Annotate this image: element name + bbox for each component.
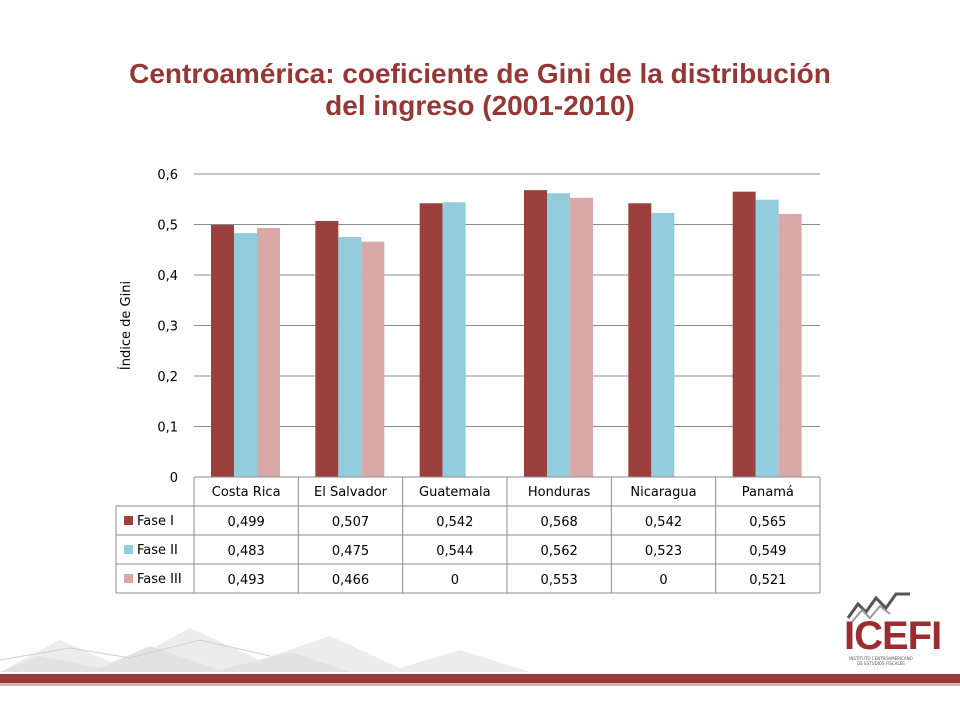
data-label: 0,493 [228,573,265,588]
data-label: 0,483 [228,544,265,559]
y-tick-label: 0,6 [157,168,178,183]
y-tick-label: 0 [170,471,178,486]
bar-2-1 [234,233,257,477]
category-label: Nicaragua [630,485,696,500]
data-label: 0,544 [436,544,473,559]
bar-3-6 [778,213,802,477]
bar-2-6 [755,199,779,477]
footer-band [0,674,960,683]
data-label: 0 [451,573,459,588]
bar-1-3 [419,203,443,478]
data-label: 0,562 [541,544,578,559]
bar-1-5 [628,203,652,478]
legend-label: Fase II [137,543,178,558]
data-label: 0,568 [541,515,578,530]
y-tick-label: 0,1 [157,421,178,436]
legend-swatch [124,545,133,554]
data-label: 0,475 [332,544,369,559]
legend-label: Fase III [137,572,182,587]
y-tick-label: 0,3 [157,320,178,335]
data-label: 0,523 [645,544,682,559]
data-label: 0 [659,573,667,588]
data-label: 0,565 [749,515,786,530]
title-line-2: del ingreso (2001-2010) [325,90,635,121]
category-label: Costa Rica [212,485,281,500]
bar-1-2 [315,220,339,477]
data-label: 0,542 [436,515,473,530]
legend-label: Fase I [137,514,174,529]
bar-2-5 [651,212,675,477]
data-label: 0,507 [332,515,369,530]
bar-2-4 [547,193,570,477]
icefi-logo: ICEFI [844,614,942,658]
data-label: 0,549 [749,544,786,559]
slide-title: Centroamérica: coeficiente de Gini de la… [40,58,920,122]
data-label: 0,553 [541,573,578,588]
data-label: 0,499 [228,515,265,530]
category-label: Panamá [742,485,794,500]
y-tick-label: 0,4 [157,269,178,284]
data-table: Costa Rica El Salvador Guatemala Honduras Ni… [115,476,821,594]
category-label: Guatemala [419,485,491,500]
bar-2-2 [338,237,362,477]
y-tick-label: 0,5 [157,219,178,234]
category-label: Honduras [528,485,591,500]
y-tick-label: 0,2 [157,370,178,385]
bar-1-6 [732,191,756,478]
mountain-decoration [0,628,530,672]
plot-area: 0 0,1 0,2 0,3 0,4 0,5 0,6 Índice de Gini [118,168,820,486]
footer-band-shadow [0,683,960,686]
legend-swatch [124,516,133,525]
icefi-logo-subtitle: INSTITUTO CENTROAMERICANO DE ESTUDIOS FI… [846,656,916,666]
data-label: 0,521 [749,573,786,588]
category-label: El Salvador [314,485,388,500]
bar-2-3 [442,202,466,477]
bar-1-4 [524,190,547,477]
logo-subtitle-line-1: INSTITUTO CENTROAMERICANO [849,656,913,661]
bar-3-1 [257,228,280,477]
bar-1-1 [211,225,234,477]
bar-3-4 [570,197,593,478]
y-axis-label: Índice de Gini [118,281,134,370]
bar-3-2 [361,241,385,477]
logo-subtitle-line-2: DE ESTUDIOS FISCALES [857,661,905,666]
data-label: 0,542 [645,515,682,530]
legend-swatch [124,574,133,583]
icefi-logo-peaks-icon [846,592,910,623]
title-line-1: Centroamérica: coeficiente de Gini de la… [129,58,831,89]
data-label: 0,466 [332,573,369,588]
